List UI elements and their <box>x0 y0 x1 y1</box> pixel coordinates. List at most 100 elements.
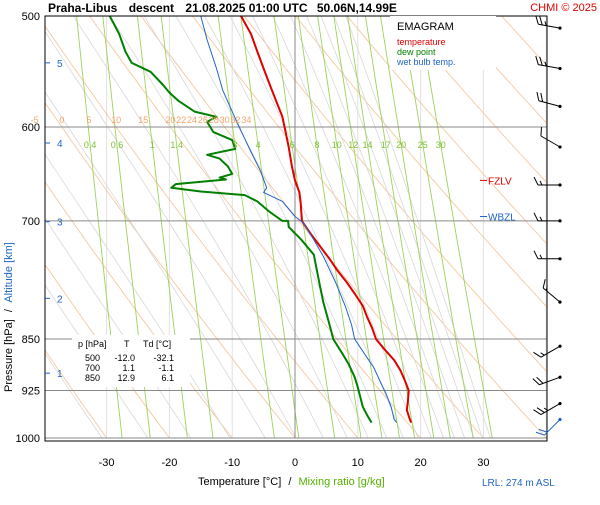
wind-barb-half-feather <box>540 352 545 356</box>
theta-label: 24 <box>187 115 197 125</box>
wind-barb <box>533 402 562 416</box>
level-table-box <box>72 335 190 387</box>
mixing-ratio-line <box>297 16 362 439</box>
theta-label: 15 <box>138 115 148 125</box>
table-cell: 700 <box>85 363 100 373</box>
theta-label: 20 <box>165 115 175 125</box>
mixing-ratio-line <box>380 16 451 439</box>
legend-title: EMAGRAM <box>397 21 454 33</box>
copyright-text: CHMI © 2025 <box>530 2 597 14</box>
wind-barb <box>533 250 562 261</box>
moist-adiabat-line <box>45 352 103 439</box>
wind-barb-feather <box>533 212 539 222</box>
altitude-tick-label: 3 <box>57 218 63 229</box>
x-axis-title-sep: / <box>288 476 292 488</box>
dry-adiabat-line <box>192 16 547 439</box>
svg-text:Praha-Libus descent 21: Praha-Libus descent 21.08.2025 01:00 UTC… <box>48 1 397 15</box>
mixing-ratio-line <box>364 16 435 439</box>
wind-barb-feather <box>539 56 543 66</box>
legend-item-dew-point: dew point <box>397 47 436 57</box>
wind-barb-half-feather <box>544 61 547 67</box>
wind-barb <box>532 375 562 386</box>
wind-barb-feather <box>539 16 543 26</box>
wind-barb-station <box>558 219 562 223</box>
wind-barb-station <box>558 183 562 187</box>
sounding-mode: descent <box>129 1 174 15</box>
wind-barb-staff <box>542 287 561 303</box>
wbzl-label: WBZL <box>488 212 516 223</box>
wind-barb-station <box>558 66 562 71</box>
wind-barb-feather <box>542 279 546 289</box>
moist-adiabat-line <box>203 16 404 439</box>
altitude-tick-label: 2 <box>57 294 63 305</box>
wind-barb-staff <box>540 135 561 148</box>
mixing-ratio-line <box>160 16 214 439</box>
sounding-datetime: 21.08.2025 01:00 UTC <box>185 1 307 15</box>
table-header-td: Td [°C] <box>143 339 171 349</box>
temperature-tick-label: 20 <box>414 457 426 469</box>
wind-barb <box>536 91 562 109</box>
altitude-tick-label: 1 <box>57 369 63 380</box>
station-name: Praha-Libus <box>48 1 118 15</box>
wind-barb-feather <box>532 378 540 386</box>
table-cell: 1.1 <box>122 363 135 373</box>
wind-barb-half-feather <box>545 286 548 291</box>
wind-barb-station <box>558 344 562 348</box>
moist-adiabat-line <box>72 16 324 439</box>
wind-barb-feather <box>536 376 544 384</box>
wind-barb-station <box>558 375 562 379</box>
wind-barb-feather <box>535 55 539 65</box>
svg-text:Pressure [hPa] / Altit: Pressure [hPa] / Altitude [km] <box>3 242 15 392</box>
dew-point-line <box>108 16 373 424</box>
wind-barb-feather <box>533 409 542 416</box>
pressure-tick-label: 500 <box>22 11 40 23</box>
wind-barb-feather <box>536 91 540 101</box>
theta-label: 22 <box>176 115 186 125</box>
wind-barb-station <box>558 257 562 261</box>
mixing-ratio-label: 10 <box>332 140 342 150</box>
dry-adiabat-line <box>582 0 600 438</box>
wind-barb <box>535 55 562 71</box>
legend-item-wet-bulb: wet bulb temp. <box>396 57 456 67</box>
mixing-ratio-line <box>418 16 493 439</box>
wind-barbs <box>532 15 562 436</box>
moist-adiabat-line <box>229 16 419 439</box>
temperature-tick-label: -30 <box>99 457 115 469</box>
mixing-ratio-label: 8 <box>314 140 319 150</box>
temperature-tick-label: -20 <box>161 457 177 469</box>
theta-label: 5 <box>86 115 91 125</box>
wind-barb <box>535 417 562 436</box>
mixing-ratio-label: 12 <box>348 140 358 150</box>
pressure-tick-label: 700 <box>22 216 40 228</box>
mixing-ratio-label: 1.4 <box>170 140 183 150</box>
moist-adiabat-line <box>252 16 432 439</box>
mixing-ratio-label: 25 <box>418 140 428 150</box>
mixing-ratio-label: 6 <box>290 140 295 150</box>
y-axis-title-pressure: Pressure [hPa] <box>3 319 15 392</box>
temperature-tick-label: -10 <box>224 457 240 469</box>
wind-barb-feather <box>536 407 545 414</box>
pressure-tick-label: 850 <box>22 334 40 346</box>
wind-barb <box>535 15 562 30</box>
dry-adiabat-line <box>346 16 547 245</box>
temperature-tick-label: 30 <box>477 457 489 469</box>
station-coords: 50.06N,14.99E <box>317 1 397 15</box>
theta-label: 10 <box>111 115 121 125</box>
dry-adiabat-line <box>89 16 421 439</box>
wind-barb-half-feather <box>539 180 543 186</box>
altitude-tick-label: 5 <box>57 59 63 70</box>
wind-barb-feather <box>540 127 542 137</box>
table-cell: 6.1 <box>161 373 174 383</box>
pressure-tick-label: 925 <box>22 386 40 398</box>
wind-barb <box>540 127 562 149</box>
mixing-ratio-line <box>401 16 474 439</box>
wind-barb-feather <box>533 351 542 358</box>
table-cell: -1.1 <box>158 363 174 373</box>
dry-adiabat-line <box>501 16 547 67</box>
moist-adiabat-line <box>45 91 266 439</box>
wind-barb-staff <box>538 23 561 29</box>
plot-frame <box>44 15 548 442</box>
moist-adiabat-line <box>143 16 369 439</box>
mixing-ratio-line <box>317 16 383 439</box>
